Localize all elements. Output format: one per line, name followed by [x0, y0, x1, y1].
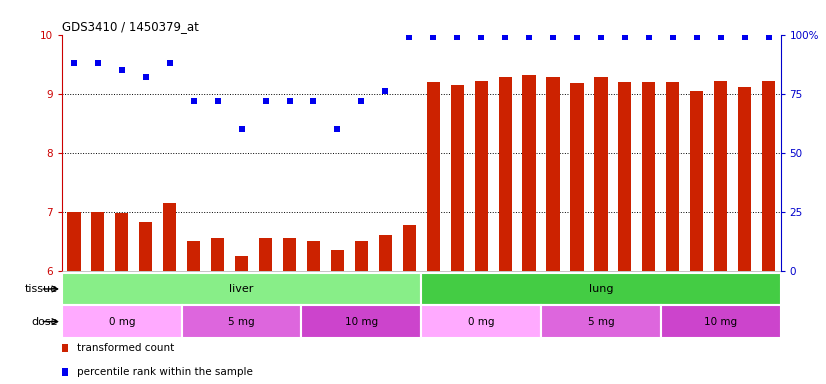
Bar: [547, 77, 559, 271]
Bar: [301, 305, 421, 338]
Bar: [283, 238, 296, 271]
Bar: [140, 222, 152, 271]
Text: GDS3410 / 1450379_at: GDS3410 / 1450379_at: [62, 20, 199, 33]
Bar: [667, 82, 679, 271]
Bar: [62, 273, 421, 305]
Text: 5 mg: 5 mg: [228, 316, 255, 327]
Bar: [499, 77, 511, 271]
Bar: [523, 75, 535, 271]
Text: transformed count: transformed count: [77, 343, 174, 354]
Bar: [62, 305, 182, 338]
Bar: [164, 203, 176, 271]
Bar: [235, 256, 248, 271]
Bar: [259, 238, 272, 271]
Bar: [451, 85, 463, 271]
Bar: [92, 212, 104, 271]
Text: dose: dose: [31, 316, 58, 327]
Bar: [403, 225, 415, 271]
Text: lung: lung: [589, 284, 613, 294]
Bar: [619, 82, 631, 271]
Text: liver: liver: [230, 284, 254, 294]
Bar: [714, 81, 727, 271]
Text: 5 mg: 5 mg: [587, 316, 615, 327]
Bar: [595, 77, 607, 271]
Bar: [188, 241, 200, 271]
Bar: [421, 273, 781, 305]
Bar: [355, 241, 368, 271]
Text: 10 mg: 10 mg: [704, 316, 738, 327]
Text: tissue: tissue: [25, 284, 58, 294]
Bar: [427, 82, 439, 271]
Text: 10 mg: 10 mg: [344, 316, 378, 327]
Text: percentile rank within the sample: percentile rank within the sample: [77, 367, 253, 377]
Bar: [661, 305, 781, 338]
Bar: [475, 81, 487, 271]
Bar: [182, 305, 301, 338]
Bar: [421, 305, 541, 338]
Bar: [307, 241, 320, 271]
Bar: [331, 250, 344, 271]
Bar: [541, 305, 661, 338]
Bar: [762, 81, 775, 271]
Bar: [571, 83, 583, 271]
Text: 0 mg: 0 mg: [108, 316, 135, 327]
Bar: [68, 212, 80, 271]
Bar: [643, 82, 655, 271]
Bar: [211, 238, 224, 271]
Bar: [379, 235, 392, 271]
Bar: [738, 86, 751, 271]
Bar: [116, 213, 128, 271]
Bar: [691, 91, 703, 271]
Text: 0 mg: 0 mg: [468, 316, 495, 327]
